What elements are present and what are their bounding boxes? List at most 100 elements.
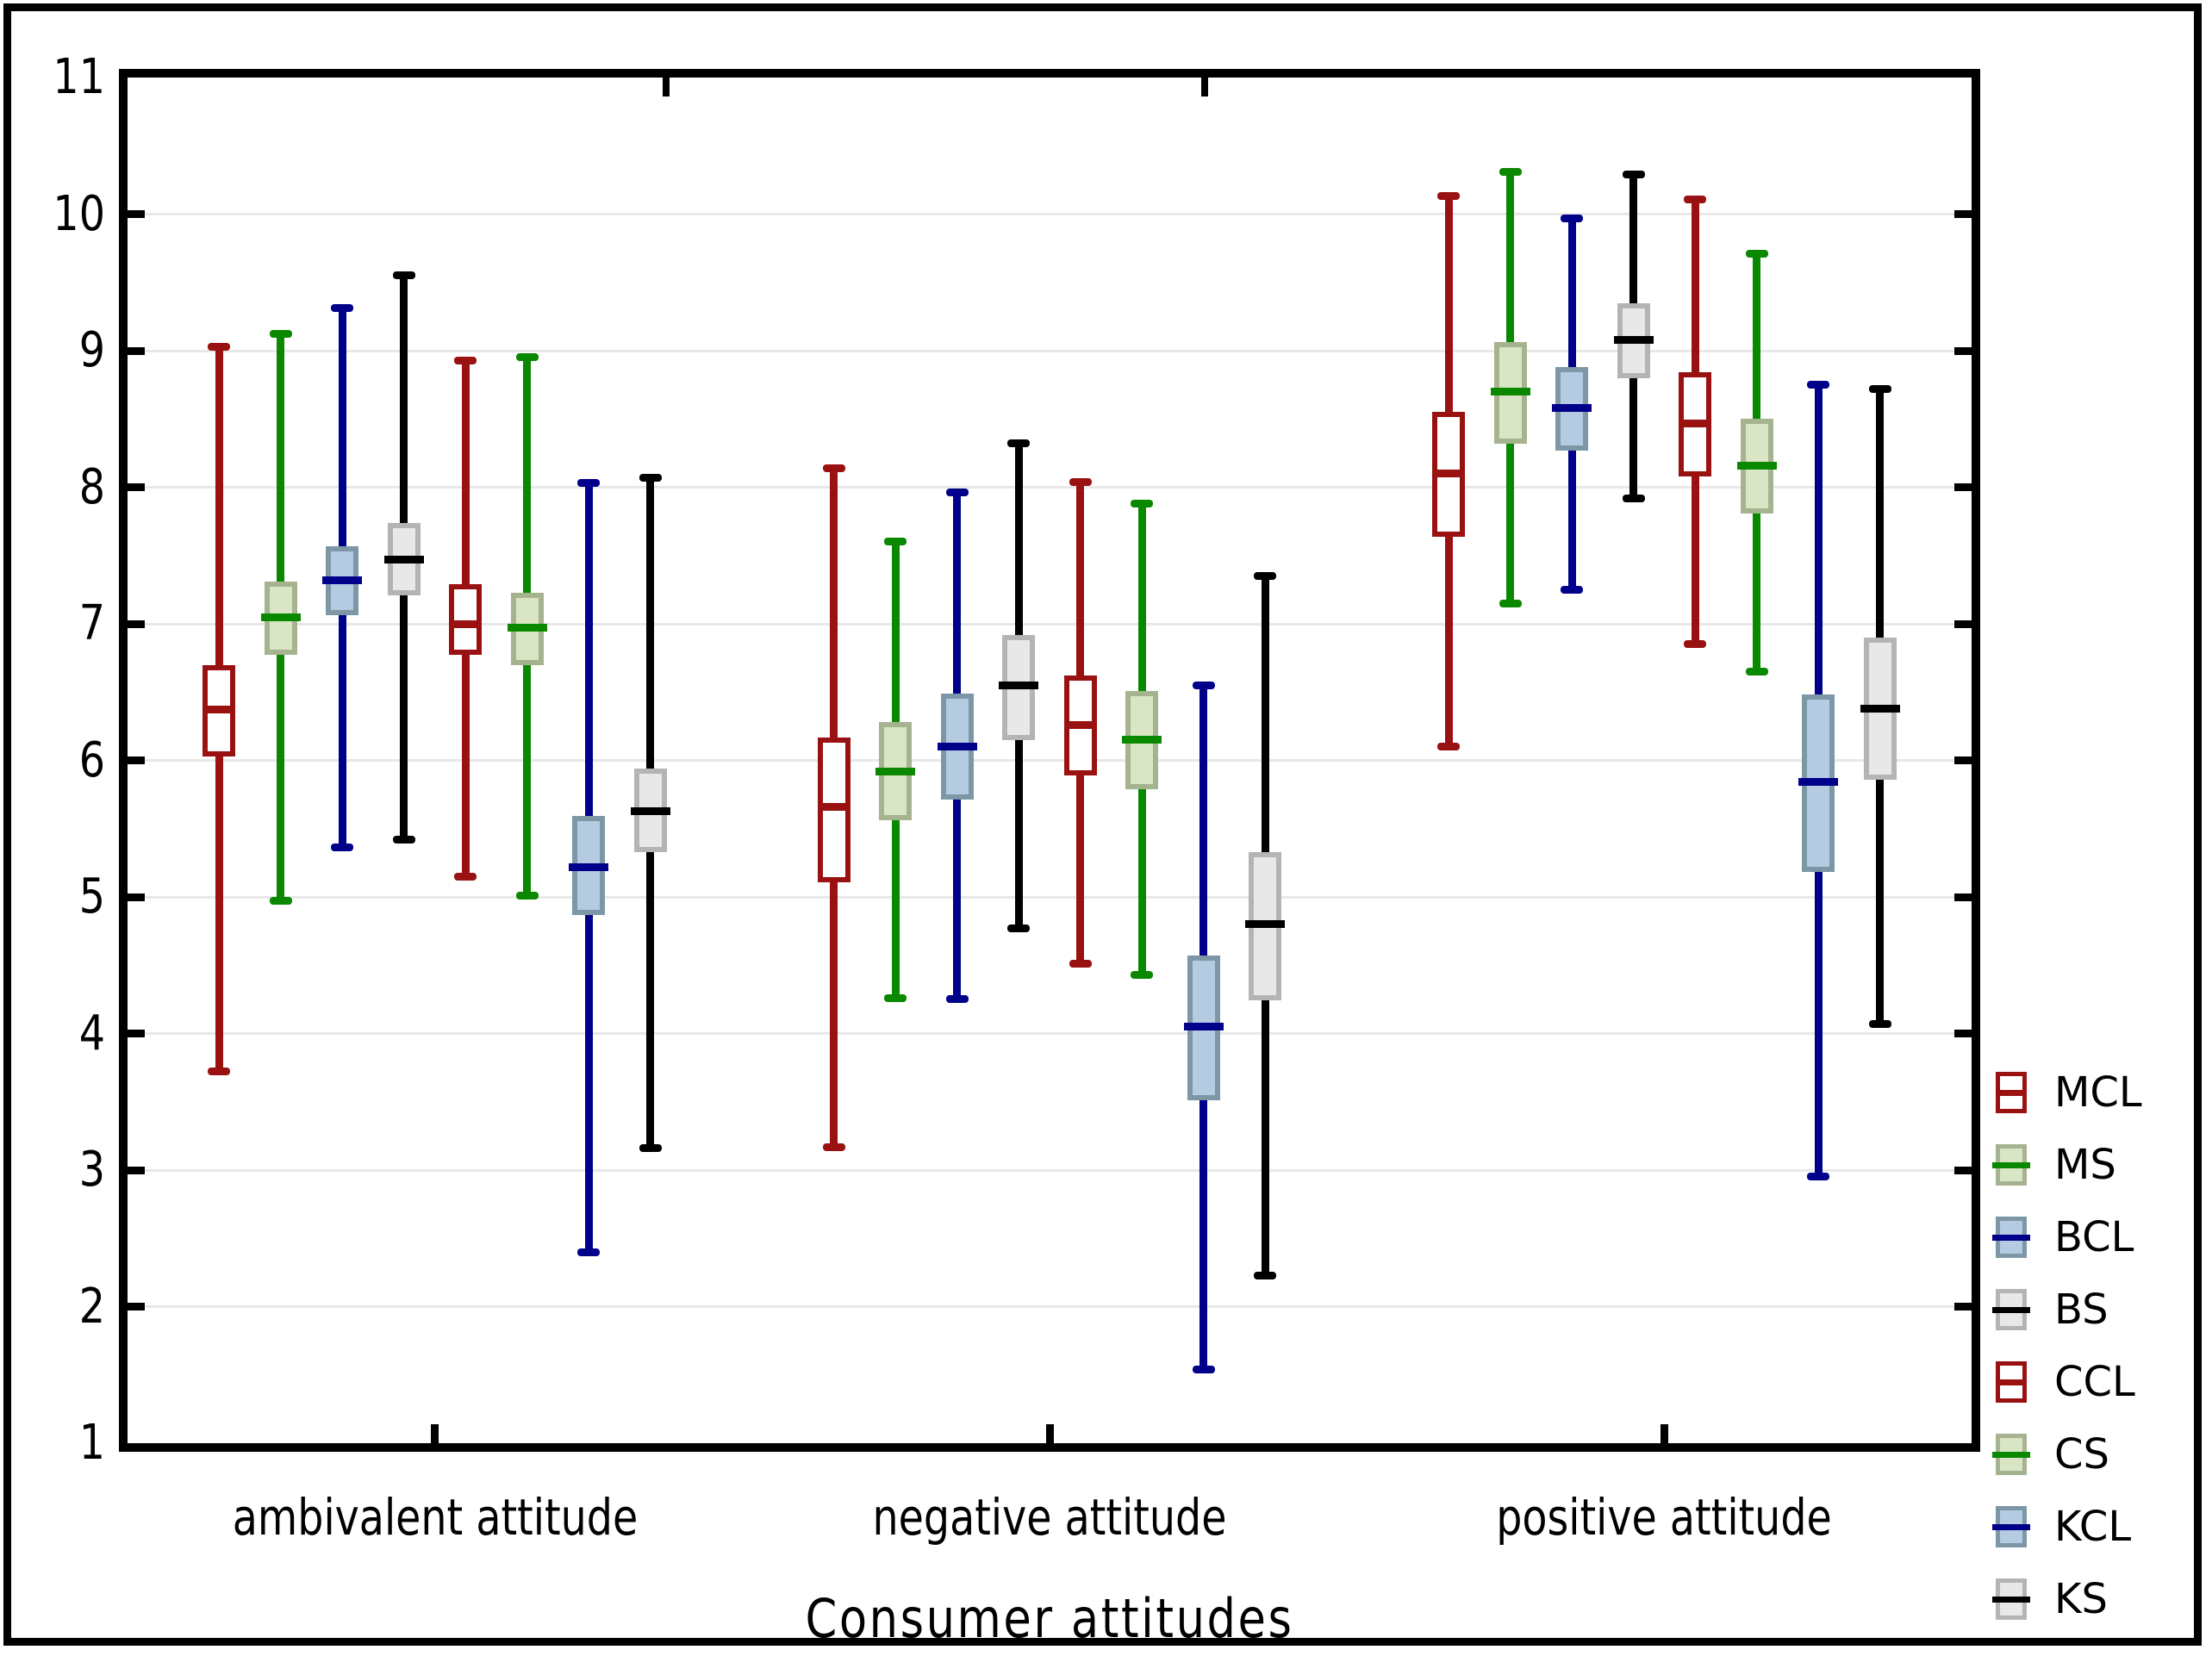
y-tick-label-2: 2 — [78, 1278, 105, 1335]
whisker-cap-low — [392, 835, 415, 844]
whisker-cap-low — [208, 1068, 231, 1076]
whisker-cap-low — [884, 993, 907, 1002]
x-category-label-3: positive attitude — [1496, 1488, 1833, 1547]
y-tick-label-8: 8 — [78, 458, 105, 515]
plot-area — [128, 78, 1972, 1443]
whisker-cap-low — [454, 872, 477, 881]
whisker-cap-high — [1684, 195, 1707, 203]
whisker-cap-high — [1745, 249, 1768, 258]
whisker-cap-low — [822, 1142, 845, 1151]
median-line — [1069, 720, 1092, 729]
x-category-label-2: negative attitude — [872, 1488, 1227, 1547]
y-tick-label-10: 10 — [53, 185, 105, 242]
legend-swatch-MS — [1992, 1144, 2030, 1186]
gridline-y-5 — [128, 895, 1972, 899]
whisker-cap-low — [1254, 1271, 1277, 1279]
whisker-cap-high — [945, 489, 969, 497]
whisker-cap-high — [1131, 500, 1154, 508]
legend-swatch-KCL — [1992, 1506, 2030, 1547]
legend-label-KCL: KCL — [2054, 1503, 2132, 1551]
legend-item-KCL: KCL — [1992, 1501, 2132, 1553]
whisker-cap-high — [822, 464, 845, 472]
gridline-y-8 — [128, 486, 1972, 489]
legend-swatch-BS — [1992, 1289, 2030, 1330]
median-line — [208, 706, 231, 714]
whisker-cap-low — [1007, 924, 1031, 932]
gridline-y-3 — [128, 1168, 1972, 1172]
whisker-cap-low — [1131, 970, 1154, 979]
y-tick-left-3 — [128, 1166, 145, 1174]
gridline-y-9 — [128, 349, 1972, 352]
y-tick-label-1: 1 — [78, 1415, 105, 1471]
legend-label-BCL: BCL — [2054, 1213, 2134, 1261]
whisker-cap-high — [208, 342, 231, 351]
whisker-cap-low — [945, 995, 969, 1004]
whisker-cap-high — [1069, 477, 1092, 486]
whisker-cap-high — [1561, 214, 1584, 222]
whisker-cap-high — [1007, 439, 1031, 448]
y-tick-label-11: 11 — [53, 49, 105, 105]
whisker-cap-high — [577, 479, 601, 488]
x-tick-bottom-2 — [1045, 1424, 1054, 1443]
whisker-cap-low — [577, 1248, 601, 1256]
median-line — [1860, 704, 1900, 713]
y-tick-label-9: 9 — [78, 322, 105, 378]
legend-item-BCL: BCL — [1992, 1211, 2134, 1263]
y-tick-right-9 — [1954, 346, 1972, 355]
x-category-label-1: ambivalent attitude — [232, 1488, 638, 1547]
legend-label-CCL: CCL — [2054, 1358, 2135, 1406]
y-tick-left-6 — [128, 756, 145, 764]
y-tick-left-9 — [128, 346, 145, 355]
y-tick-right-10 — [1954, 210, 1972, 218]
y-tick-left-4 — [128, 1030, 145, 1037]
whisker-cap-low — [1561, 585, 1584, 594]
legend-median-line — [2000, 1089, 2022, 1096]
legend-swatch-CCL — [1996, 1361, 2027, 1403]
legend-median-line — [1992, 1306, 2030, 1313]
y-tick-right-7 — [1954, 619, 1972, 628]
median-line — [1245, 920, 1286, 929]
y-tick-left-5 — [128, 893, 145, 901]
legend-median-line — [1992, 1523, 2030, 1530]
legend-label-CS: CS — [2054, 1430, 2109, 1479]
whisker-cap-low — [1868, 1019, 1891, 1028]
x-tick-bottom-1 — [431, 1424, 439, 1443]
y-tick-label-6: 6 — [78, 732, 105, 788]
x-tick-top-1 — [662, 78, 670, 96]
y-tick-right-3 — [1954, 1166, 1972, 1174]
y-tick-left-7 — [128, 619, 145, 628]
median-line — [383, 556, 424, 563]
legend-label-BS: BS — [2054, 1286, 2109, 1334]
y-tick-label-4: 4 — [78, 1005, 105, 1061]
legend-median-line — [1992, 1234, 2030, 1241]
whisker-cap-high — [884, 538, 907, 546]
gridline-y-2 — [128, 1305, 1972, 1308]
y-tick-right-8 — [1954, 483, 1972, 491]
legend-item-MS: MS — [1992, 1139, 2116, 1191]
y-tick-left-10 — [128, 210, 145, 218]
median-line — [937, 743, 977, 751]
whisker-cap-low — [269, 897, 292, 906]
whisker-cap-low — [1069, 960, 1092, 968]
whisker-cap-high — [269, 330, 292, 339]
legend-swatch-MCL — [1996, 1072, 2027, 1113]
legend-swatch-CS — [1992, 1434, 2030, 1475]
whisker-cap-low — [1499, 599, 1522, 607]
legend-label-MCL: MCL — [2054, 1068, 2142, 1117]
y-tick-right-2 — [1954, 1303, 1972, 1310]
whisker-cap-high — [1192, 681, 1215, 689]
whisker-cap-high — [515, 353, 539, 362]
whisker-cap-low — [1622, 494, 1645, 502]
whisker-cap-high — [1437, 192, 1461, 201]
iqr-box — [449, 584, 483, 656]
median-line — [1684, 419, 1707, 427]
legend-median-line — [1992, 1596, 2030, 1603]
legend-item-MCL: MCL — [1996, 1067, 2142, 1118]
median-line — [569, 862, 609, 871]
legend-item-CS: CS — [1992, 1429, 2109, 1480]
whisker-cap-high — [1254, 572, 1277, 581]
legend-item-BS: BS — [1992, 1284, 2109, 1335]
legend-label-MS: MS — [2054, 1141, 2116, 1189]
gridline-y-4 — [128, 1032, 1972, 1035]
